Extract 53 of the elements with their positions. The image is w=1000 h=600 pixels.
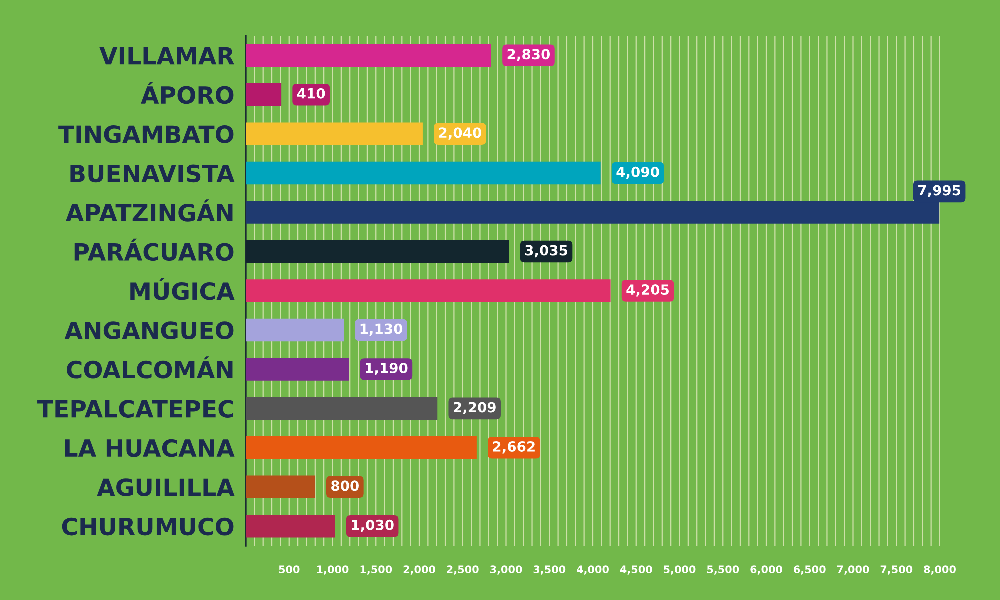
data-label: 4,205 [626,284,670,297]
y-tick-label: TEPALCATEPEC [38,400,234,418]
x-tick-label: 7,000 [837,566,870,575]
x-tick-label: 7,500 [880,566,913,575]
bar [246,122,423,146]
x-tick-label: 5,000 [664,566,696,575]
bar [246,397,438,420]
bar [246,280,611,302]
x-tick-label: 8,000 [924,566,956,575]
x-tick-label: 1,500 [360,566,392,575]
y-tick-label: APATZINGÁN [66,200,233,222]
y-tick-label: MÚGICA [130,278,235,300]
y-tick-label: ANGANGUEO [64,322,234,340]
bar [246,318,344,342]
bar [246,162,601,185]
x-tick-label: 6,000 [750,566,782,575]
x-tick-label: 2,500 [447,566,479,575]
bar [246,83,282,106]
data-label: 1,190 [366,362,408,376]
bar [246,436,477,460]
data-label: 2,662 [493,441,535,454]
data-label: 800 [332,480,359,492]
x-tick-label: 4,000 [576,566,609,575]
y-tick-label: ÁPORO [141,82,234,104]
data-label: 2,040 [439,128,482,140]
bar [246,358,350,381]
x-tick-label: 2,000 [404,566,436,575]
data-label: 2,830 [508,49,550,62]
data-label: 3,035 [525,245,568,258]
data-label: 7,995 [918,185,961,198]
bar [246,515,336,538]
x-tick-label: 4,500 [620,566,652,575]
bar [246,44,492,67]
bar [246,476,316,499]
x-tick-label: 5,500 [707,566,740,575]
y-tick-label: CHURUMUCO [62,518,234,536]
y-tick-label: BUENAVISTA [70,164,235,183]
data-label: 2,209 [454,402,496,414]
x-tick-label: 3,500 [534,566,566,575]
x-tick-label: 500 [279,566,300,574]
y-tick-label: TINGAMBATO [58,126,234,144]
x-tick-label: 3,000 [490,566,522,575]
x-tick-label: 1,000 [317,566,349,575]
data-label: 4,090 [616,166,660,180]
data-label: 1,030 [352,520,394,532]
data-label: 410 [297,88,326,99]
y-tick-label: COALCOMÁN [67,356,233,379]
y-tick-label: LA HUACANA [65,439,235,458]
data-label: 1,130 [360,324,403,336]
y-tick-label: VILLAMAR [100,47,234,65]
y-tick-label: PARÁCUARO [74,238,234,262]
x-tick-label: 6,500 [794,566,826,575]
y-tick-label: AGUILILLA [97,478,235,496]
